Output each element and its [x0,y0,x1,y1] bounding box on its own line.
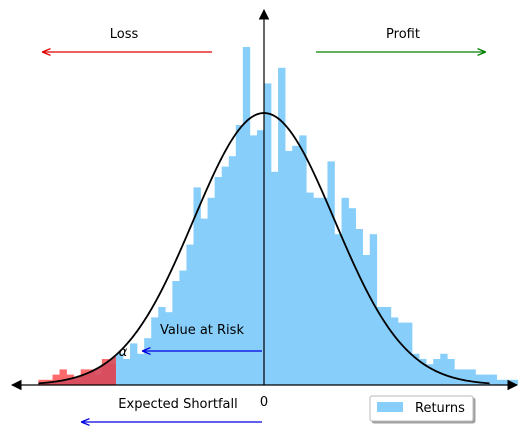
histogram-bar [405,322,413,385]
histogram-bar [348,208,356,385]
tail-area [38,355,116,385]
histogram-bar [256,130,265,385]
histogram-bar [510,379,519,385]
histogram-bar [144,338,152,385]
histogram-bar [383,307,392,385]
histogram-bar [419,359,427,385]
histogram-bar [327,161,335,385]
histogram-bar [158,307,166,385]
histogram-bar [200,218,208,385]
histogram-bar [440,353,448,385]
histogram-bar [186,244,194,385]
profit-label: Profit [386,27,420,42]
histogram-bar [376,307,385,385]
histogram-bar [320,197,328,385]
histogram-bar [362,255,371,385]
histogram-bar [115,353,124,385]
histogram-bar [172,281,180,385]
histogram-bar [489,374,497,385]
histogram-bar [214,177,222,385]
histogram-bar [207,197,215,385]
histogram-bar [249,135,258,385]
histogram-bar [412,353,420,385]
histogram-bar [221,166,230,385]
histogram-bar [165,312,173,385]
histogram-bar [264,83,272,386]
histogram-bar [447,359,455,385]
histogram-bars [38,47,519,386]
histogram-bar [285,151,293,385]
histogram-bar [355,229,363,385]
es-label: Expected Shortfall [118,397,237,412]
histogram-bar [468,369,476,385]
histogram-bar [397,322,406,385]
histogram-bar [369,234,378,385]
alpha-label: α [119,345,128,360]
histogram-bar [461,369,469,385]
histogram-bar [454,369,462,385]
histogram-bar [242,47,251,385]
legend-label: Returns [415,401,465,416]
histogram-bar [496,379,504,385]
histogram-bar [292,145,300,385]
loss-label: Loss [110,27,139,42]
histogram-bar [390,317,399,385]
histogram-bar [179,270,187,385]
histogram-bar [334,234,342,385]
histogram-bar [313,197,321,385]
histogram-bar [228,156,237,385]
histogram-bar [123,359,131,385]
histogram-bar [278,67,286,386]
histogram-bar [306,192,314,385]
x-tick-zero: 0 [260,395,268,410]
histogram-bar [503,379,512,385]
histogram-bar [130,343,138,385]
histogram-bar [59,369,67,385]
histogram-bar [271,171,279,385]
histogram-bar [137,353,145,385]
histogram-bar [193,187,201,385]
histogram-bar [299,135,307,385]
histogram-bar [341,197,349,385]
histogram-bar [426,364,434,385]
var-label: Value at Risk [160,323,244,338]
legend-swatch [377,402,403,412]
legend: Returns [369,395,474,422]
histogram-bar [235,125,244,385]
